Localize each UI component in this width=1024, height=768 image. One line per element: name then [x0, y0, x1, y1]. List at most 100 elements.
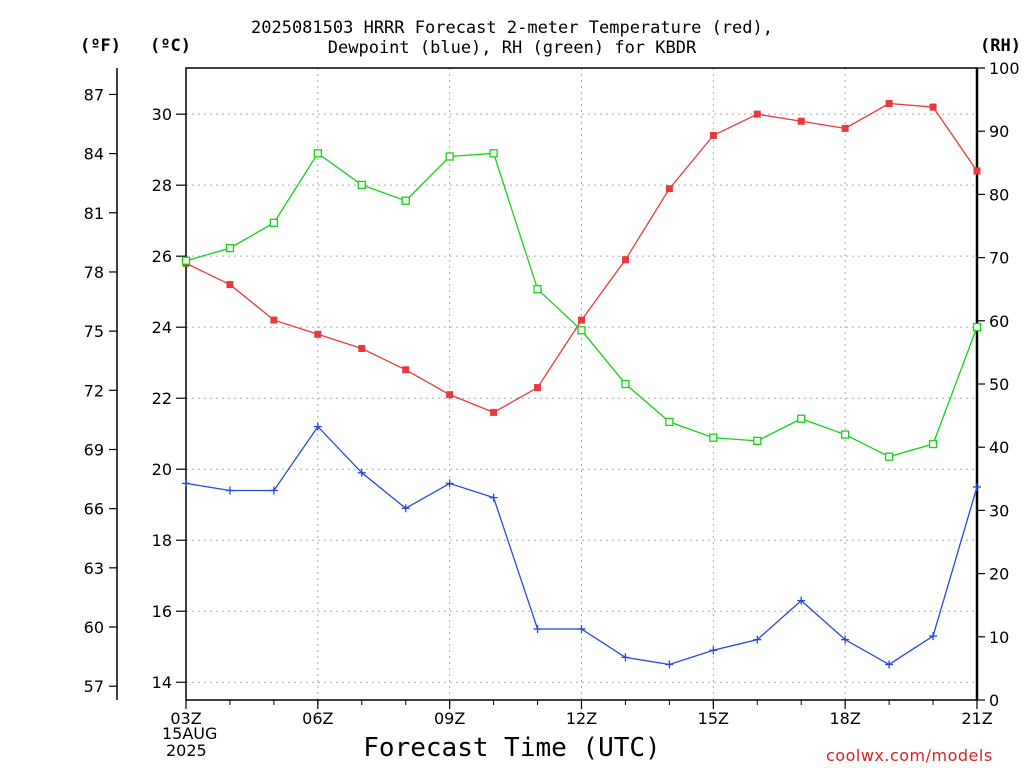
- data-point: [182, 479, 190, 488]
- celsius-tick-label: 20: [152, 460, 172, 479]
- x-tick-label: 06Z: [302, 709, 333, 728]
- series-rh: [181, 149, 982, 461]
- grid-lines: [186, 68, 977, 700]
- data-point: [401, 504, 410, 513]
- rh-tick-label: 40: [989, 438, 1009, 457]
- data-series: [181, 100, 982, 669]
- data-point: [928, 439, 938, 449]
- data-point: [490, 408, 498, 416]
- celsius-tick-label: 28: [152, 176, 172, 195]
- fahrenheit-tick-label: 72: [84, 381, 104, 400]
- series-dewpoint: [182, 422, 981, 669]
- data-point: [270, 316, 278, 324]
- data-point: [665, 417, 674, 427]
- data-point: [577, 326, 586, 335]
- rh-tick-label: 20: [989, 565, 1009, 584]
- celsius-tick-label: 14: [152, 673, 172, 692]
- celsius-tick-label: 30: [152, 105, 172, 124]
- data-point: [225, 243, 235, 253]
- fahrenheit-tick-label: 60: [84, 618, 104, 637]
- data-point: [489, 493, 498, 502]
- data-point: [357, 468, 366, 477]
- data-point: [797, 117, 805, 125]
- data-point: [973, 482, 981, 491]
- rh-tick-label: 70: [989, 249, 1009, 268]
- data-point: [665, 660, 674, 669]
- rh-tick-label: 50: [989, 375, 1009, 394]
- data-point: [885, 660, 894, 669]
- data-point: [753, 436, 762, 446]
- data-point: [446, 391, 454, 399]
- celsius-tick-label: 18: [152, 531, 172, 550]
- data-point: [313, 149, 322, 158]
- fahrenheit-tick-label: 87: [84, 85, 104, 104]
- data-point: [709, 131, 717, 139]
- data-point: [665, 185, 673, 193]
- data-point: [181, 256, 191, 265]
- data-point: [797, 596, 806, 605]
- data-point: [621, 379, 630, 389]
- data-point: [753, 110, 761, 118]
- data-point: [972, 322, 982, 332]
- data-point: [225, 486, 234, 495]
- series-line: [185, 102, 978, 414]
- celsius-tick-label: 16: [152, 602, 172, 621]
- data-point: [621, 256, 629, 264]
- rh-tick-label: 80: [989, 185, 1009, 204]
- x-tick-label: 03Z: [170, 709, 201, 728]
- data-point: [753, 635, 762, 644]
- fahrenheit-tick-label: 81: [84, 204, 104, 223]
- data-point: [357, 180, 366, 190]
- data-point: [929, 103, 937, 111]
- rh-tick-label: 0: [989, 691, 999, 710]
- data-point: [709, 433, 718, 442]
- data-point: [401, 196, 410, 205]
- data-point: [533, 624, 542, 633]
- data-point: [884, 452, 894, 461]
- rh-unit-label: (RH): [980, 36, 1021, 56]
- tick-labels: 14 16 18 20 22 24 26 28 30 57 60 63 66 69 72 75 78 81 84 87…: [84, 59, 1020, 728]
- x-axis-label: Forecast Time (UTC): [363, 733, 661, 763]
- data-point: [358, 344, 366, 352]
- rh-tick-label: 10: [989, 628, 1009, 647]
- data-point: [269, 486, 278, 495]
- data-point: [885, 100, 893, 108]
- celsius-unit-label: (ºC): [150, 36, 191, 56]
- data-point: [269, 218, 279, 227]
- fahrenheit-tick-label: 78: [84, 263, 104, 282]
- celsius-tick-label: 22: [152, 389, 172, 408]
- data-point: [841, 124, 849, 132]
- x-tick-label: 15Z: [698, 709, 729, 728]
- fahrenheit-tick-label: 75: [84, 322, 104, 341]
- fahrenheit-tick-label: 63: [84, 559, 104, 578]
- celsius-tick-label: 26: [152, 247, 172, 266]
- data-point: [973, 167, 981, 175]
- data-point: [533, 285, 542, 294]
- data-point: [621, 653, 630, 662]
- data-point: [489, 149, 498, 158]
- chart-title-line-1: 2025081503 HRRR Forecast 2-meter Tempera…: [251, 18, 773, 38]
- rh-tick-label: 30: [989, 501, 1009, 520]
- data-point: [402, 366, 410, 374]
- data-point: [578, 316, 585, 324]
- date-day-label: 15AUG: [162, 724, 218, 743]
- data-point: [313, 422, 322, 431]
- data-point: [841, 430, 850, 439]
- data-point: [314, 330, 322, 338]
- data-point: [445, 479, 454, 488]
- x-tick-label: 18Z: [830, 709, 861, 728]
- date-year-label: 2025: [166, 741, 207, 760]
- fahrenheit-tick-label: 84: [84, 145, 104, 164]
- fahrenheit-tick-label: 57: [84, 677, 104, 696]
- data-point: [445, 152, 454, 161]
- data-point: [929, 632, 938, 641]
- celsius-tick-label: 24: [152, 318, 172, 337]
- axes: [109, 67, 985, 709]
- x-tick-label: 21Z: [961, 709, 992, 728]
- rh-tick-label: 90: [989, 122, 1009, 141]
- rh-tick-label: 60: [989, 312, 1009, 331]
- x-tick-label: 12Z: [566, 709, 597, 728]
- rh-tick-label: 100: [989, 59, 1020, 78]
- data-point: [534, 384, 542, 392]
